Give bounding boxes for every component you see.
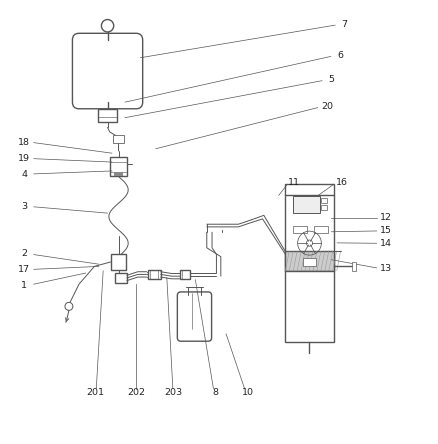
Bar bbox=[292, 196, 319, 213]
Bar bbox=[285, 271, 333, 342]
Text: 8: 8 bbox=[212, 388, 218, 397]
Bar bbox=[303, 258, 315, 266]
Text: 202: 202 bbox=[127, 388, 145, 397]
Bar bbox=[110, 157, 127, 176]
Text: 201: 201 bbox=[86, 388, 105, 397]
Text: 15: 15 bbox=[379, 226, 392, 235]
Text: 17: 17 bbox=[18, 265, 30, 274]
Text: 18: 18 bbox=[18, 138, 30, 147]
Bar bbox=[110, 254, 126, 270]
Text: 10: 10 bbox=[241, 388, 254, 397]
Bar bbox=[98, 109, 117, 122]
FancyBboxPatch shape bbox=[177, 292, 211, 341]
Bar bbox=[292, 226, 306, 233]
Text: 16: 16 bbox=[336, 178, 348, 186]
Text: 14: 14 bbox=[379, 239, 392, 248]
Text: 12: 12 bbox=[379, 213, 392, 222]
Text: 19: 19 bbox=[18, 154, 30, 163]
FancyBboxPatch shape bbox=[72, 33, 142, 109]
Bar bbox=[179, 270, 190, 279]
Bar bbox=[285, 251, 333, 271]
Bar bbox=[113, 135, 124, 143]
Text: 5: 5 bbox=[328, 75, 334, 84]
Text: 6: 6 bbox=[336, 51, 343, 60]
Bar bbox=[320, 205, 326, 210]
Text: 11: 11 bbox=[287, 178, 300, 186]
Bar bbox=[285, 184, 333, 271]
Text: 203: 203 bbox=[164, 388, 182, 397]
Bar bbox=[114, 273, 127, 283]
Text: 7: 7 bbox=[341, 20, 347, 29]
Text: 3: 3 bbox=[21, 202, 27, 211]
Text: 20: 20 bbox=[320, 102, 332, 111]
Text: 1: 1 bbox=[21, 281, 27, 289]
Bar bbox=[114, 172, 123, 176]
Bar bbox=[351, 262, 356, 271]
Text: 2: 2 bbox=[21, 250, 27, 258]
Bar bbox=[147, 270, 160, 279]
Text: 13: 13 bbox=[379, 264, 392, 273]
Bar bbox=[313, 226, 327, 233]
Text: 4: 4 bbox=[21, 170, 27, 178]
Bar bbox=[320, 198, 326, 203]
